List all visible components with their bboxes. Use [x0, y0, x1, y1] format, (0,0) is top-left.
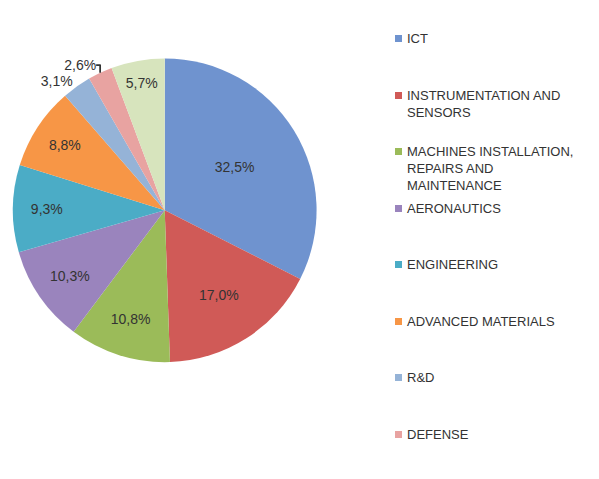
- html-text:INSTRUMENTATION AND SENSORS: INSTRUMENTATION AND SENSORS: [407, 87, 561, 120]
- html-text:AERONAUTICS: AERONAUTICS: [407, 200, 501, 216]
- html-text:R&D: R&D: [407, 370, 435, 385]
- html-text:MACHINES INSTALLATION, REPAIRS: MACHINES INSTALLATION, REPAIRS AND MAINT…: [407, 144, 574, 193]
- html-text:DEFENSE: DEFENSE: [407, 426, 469, 442]
- svg-text:10,8%: 10,8%: [111, 311, 151, 327]
- svg-text:17,0%: 17,0%: [199, 287, 239, 303]
- html-text:ENGINEERING: ENGINEERING: [407, 257, 498, 272]
- svg-text:8,8%: 8,8%: [49, 137, 81, 153]
- html-text:ADVANCED MATERIALS: ADVANCED MATERIALS: [407, 313, 555, 329]
- svg-text:32,5%: 32,5%: [215, 159, 255, 175]
- svg-text:10,3%: 10,3%: [50, 268, 90, 284]
- svg-text:3,1%: 3,1%: [41, 73, 73, 89]
- svg-text:2,6%: 2,6%: [64, 57, 96, 73]
- svg-text:9,3%: 9,3%: [31, 201, 63, 217]
- svg-text:5,7%: 5,7%: [126, 75, 158, 91]
- html-text:ICT: ICT: [407, 31, 428, 46]
